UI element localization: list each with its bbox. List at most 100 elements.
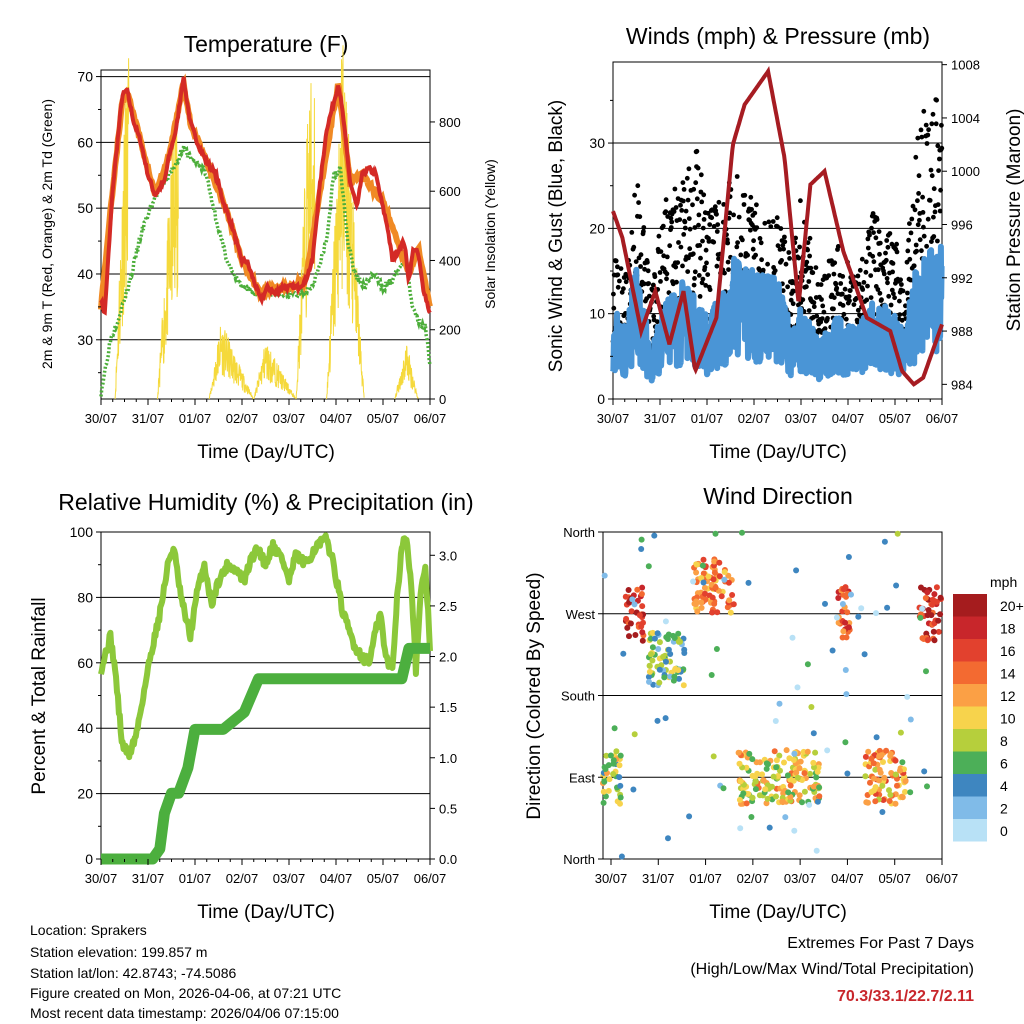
gust-point bbox=[770, 219, 776, 224]
gust-point bbox=[645, 268, 651, 274]
direction-point bbox=[833, 614, 840, 621]
direction-point bbox=[759, 771, 765, 778]
gust-point bbox=[840, 274, 846, 279]
gust-point bbox=[868, 273, 874, 278]
p2-xtick-label: 03/07 bbox=[785, 411, 818, 426]
gust-point bbox=[714, 229, 720, 234]
gust-point bbox=[927, 198, 933, 203]
direction-point bbox=[928, 612, 935, 619]
direction-point bbox=[632, 632, 639, 638]
direction-point bbox=[718, 593, 725, 600]
gust-point bbox=[840, 303, 846, 308]
gust-point bbox=[780, 288, 786, 294]
gust-point bbox=[705, 272, 711, 277]
gust-point bbox=[683, 208, 689, 214]
direction-point bbox=[835, 595, 842, 601]
direction-xtick-label: 03/07 bbox=[784, 871, 817, 886]
direction-ytick-label: West bbox=[566, 607, 596, 622]
direction-point bbox=[816, 784, 823, 791]
gust-point bbox=[778, 226, 784, 231]
gust-point bbox=[833, 281, 839, 287]
direction-point bbox=[711, 558, 718, 565]
direction-point bbox=[794, 684, 801, 691]
p1-xtick-label: 03/07 bbox=[273, 411, 306, 426]
p2-y2tick-label: 992 bbox=[951, 271, 973, 286]
gust-point bbox=[621, 286, 626, 292]
gust-point bbox=[631, 244, 637, 250]
gust-point bbox=[876, 229, 882, 235]
gust-point bbox=[881, 271, 887, 277]
direction-point bbox=[917, 614, 924, 621]
speed-legend-swatch bbox=[953, 661, 987, 684]
gust-point bbox=[611, 291, 616, 297]
direction-point bbox=[862, 753, 869, 760]
gust-point bbox=[658, 279, 663, 284]
gust-point bbox=[664, 254, 670, 260]
temperature-x-label: Time (Day/UTC) bbox=[197, 442, 335, 463]
gust-point bbox=[759, 257, 764, 263]
gust-point bbox=[663, 197, 669, 203]
direction-point bbox=[620, 650, 627, 657]
direction-point bbox=[639, 603, 646, 610]
direction-point bbox=[775, 773, 782, 779]
gust-point bbox=[635, 183, 641, 189]
gust-point bbox=[700, 276, 706, 282]
p3-xtick-label: 06/07 bbox=[414, 871, 447, 886]
direction-point bbox=[638, 536, 645, 543]
gust-point bbox=[907, 256, 913, 262]
direction-ytick-label: South bbox=[561, 689, 595, 704]
gust-point bbox=[885, 244, 891, 250]
gust-point bbox=[871, 230, 876, 236]
gust-point bbox=[831, 271, 837, 277]
gust-point bbox=[692, 269, 698, 275]
gust-point bbox=[725, 240, 731, 246]
direction-point bbox=[904, 693, 911, 700]
gust-point bbox=[870, 211, 876, 216]
gust-point bbox=[738, 252, 744, 258]
gust-point bbox=[914, 248, 919, 254]
p3-y2tick-label: 2.0 bbox=[439, 650, 457, 665]
direction-point bbox=[871, 787, 877, 794]
p1-y2tick-label: 400 bbox=[439, 253, 461, 268]
direction-point bbox=[710, 576, 717, 583]
direction-point bbox=[729, 592, 736, 598]
gust-point bbox=[684, 175, 690, 181]
direction-point bbox=[681, 650, 688, 656]
direction-point bbox=[663, 658, 669, 665]
direction-point bbox=[743, 800, 750, 807]
winds-x-label: Time (Day/UTC) bbox=[709, 442, 847, 463]
gust-point bbox=[681, 187, 687, 192]
gust-point bbox=[615, 264, 620, 270]
p2-xtick-label: 02/07 bbox=[738, 411, 771, 426]
gust-point bbox=[875, 287, 881, 292]
gust-point bbox=[910, 203, 916, 209]
footer-latlon: Station lat/lon: 42.8743; -74.5086 bbox=[30, 965, 237, 981]
direction-point bbox=[807, 770, 814, 777]
gust-point bbox=[939, 122, 944, 128]
speed-legend-label: 10 bbox=[1000, 711, 1016, 727]
gust-point bbox=[760, 267, 766, 273]
gust-point bbox=[680, 263, 685, 269]
direction-point bbox=[735, 749, 742, 756]
gust-point bbox=[618, 266, 624, 271]
p3-xtick-label: 04/07 bbox=[320, 871, 353, 886]
gust-point bbox=[682, 225, 688, 231]
gust-point bbox=[863, 269, 869, 275]
gust-point bbox=[814, 313, 820, 319]
gust-point bbox=[924, 243, 929, 249]
direction-point bbox=[808, 704, 815, 710]
direction-point bbox=[879, 809, 886, 815]
extremes-subtitle: (High/Low/Max Wind/Total Precipitation) bbox=[690, 961, 974, 978]
direction-point bbox=[712, 530, 719, 537]
gust-point bbox=[905, 290, 910, 296]
direction-point bbox=[649, 657, 656, 664]
gust-point bbox=[734, 174, 740, 179]
gust-point bbox=[671, 209, 677, 214]
gust-point bbox=[923, 122, 929, 128]
direction-point bbox=[725, 572, 732, 579]
direction-point bbox=[745, 579, 752, 586]
gust-point bbox=[765, 261, 770, 267]
gust-point bbox=[694, 196, 700, 202]
gust-point bbox=[782, 239, 788, 245]
